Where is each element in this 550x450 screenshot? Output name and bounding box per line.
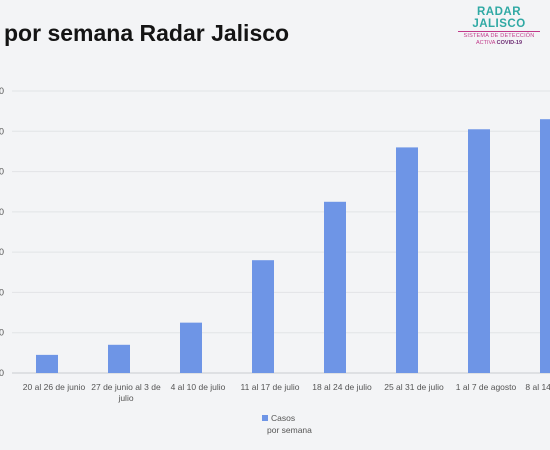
legend-label-line2: por semana: [267, 425, 312, 435]
bar: [180, 322, 202, 373]
x-tick-label: 18 al 24 de julio: [312, 382, 372, 392]
legend-label-line1: Casos: [271, 413, 296, 423]
logo-subtitle-prefix: ACTIVA: [475, 40, 496, 46]
chart-title: por semana Radar Jalisco: [4, 20, 290, 46]
x-tick-label: 25 al 31 de julio: [384, 382, 444, 392]
y-tick-label: 20: [0, 287, 4, 297]
bar: [252, 260, 274, 373]
y-tick-label: 40: [0, 207, 4, 217]
y-tick-label: 70: [0, 86, 4, 96]
logo-subtitle-line1: SISTEMA DE DETECCIÓN: [458, 31, 540, 40]
logo-subtitle-line2: ACTIVA COVID-19: [452, 40, 546, 47]
x-tick-label: 8 al 14 de agosto: [525, 382, 550, 392]
bar: [108, 344, 130, 373]
radar-jalisco-logo: RADAR JALISCO SISTEMA DE DETECCIÓN ACTIV…: [452, 6, 546, 47]
logo-subtitle-bold: COVID-19: [496, 40, 523, 46]
x-tick-label: 4 al 10 de julio: [171, 382, 226, 392]
y-tick-label: 60: [0, 126, 4, 136]
chart-legend: Casos por semana: [262, 412, 312, 436]
bar: [540, 119, 550, 373]
logo-name: RADAR JALISCO: [472, 6, 526, 30]
y-tick-label: 10: [0, 328, 4, 338]
bar: [324, 201, 346, 373]
legend-swatch: [262, 415, 268, 421]
bar: [36, 354, 58, 373]
x-tick-label: 27 de junio al 3 de julio: [91, 382, 161, 403]
x-tick-label: 11 al 17 de julio: [241, 382, 300, 392]
bar: [468, 129, 490, 373]
y-tick-label: 0: [0, 368, 4, 378]
y-tick-label: 30: [0, 247, 4, 257]
x-tick-label: 1 al 7 de agosto: [456, 382, 517, 392]
y-tick-label: 50: [0, 167, 4, 177]
bar: [396, 147, 418, 373]
x-tick-label: 20 al 26 de junio: [23, 382, 86, 392]
